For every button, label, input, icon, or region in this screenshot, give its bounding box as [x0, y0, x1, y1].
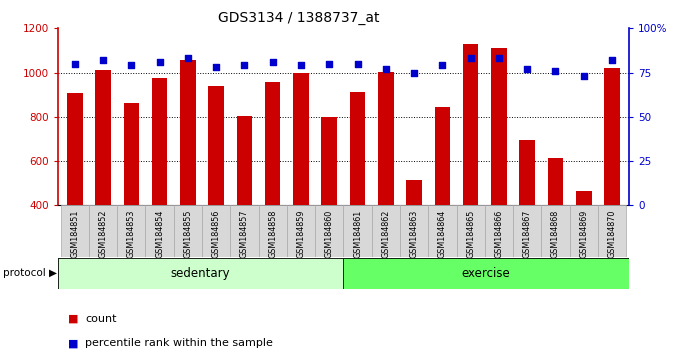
Bar — [146, 205, 173, 257]
Text: ■: ■ — [68, 338, 78, 348]
Text: GSM184851: GSM184851 — [70, 210, 80, 258]
Bar — [456, 205, 485, 257]
Text: GSM184861: GSM184861 — [353, 210, 362, 258]
Bar — [520, 140, 535, 205]
Text: GSM184864: GSM184864 — [438, 210, 447, 258]
Point — [465, 56, 476, 61]
Bar — [322, 117, 337, 205]
Text: protocol ▶: protocol ▶ — [3, 268, 57, 278]
Bar — [173, 205, 202, 257]
Bar — [428, 205, 456, 257]
Text: sedentary: sedentary — [171, 267, 231, 280]
Text: GSM184870: GSM184870 — [607, 210, 617, 258]
Bar — [407, 180, 422, 205]
Text: GSM184862: GSM184862 — [381, 210, 390, 258]
Bar — [485, 205, 513, 257]
Point — [437, 63, 448, 68]
Bar — [287, 205, 315, 257]
Text: GSM184865: GSM184865 — [466, 210, 475, 258]
Bar — [58, 258, 343, 289]
Text: GDS3134 / 1388737_at: GDS3134 / 1388737_at — [218, 11, 380, 25]
Bar — [95, 70, 111, 205]
Bar — [605, 68, 619, 205]
Bar — [570, 205, 598, 257]
Point — [578, 73, 589, 79]
Text: GSM184854: GSM184854 — [155, 210, 164, 258]
Text: ■: ■ — [68, 314, 78, 324]
Bar — [89, 205, 117, 257]
Point — [154, 59, 165, 65]
Bar — [265, 82, 280, 205]
Point — [69, 61, 80, 67]
Point — [211, 64, 222, 70]
Text: percentile rank within the sample: percentile rank within the sample — [85, 338, 273, 348]
Point — [98, 57, 109, 63]
Bar — [180, 61, 196, 205]
Point — [494, 56, 505, 61]
Point — [522, 66, 532, 72]
Text: GSM184857: GSM184857 — [240, 210, 249, 258]
Text: count: count — [85, 314, 116, 324]
Point — [607, 57, 617, 63]
Bar — [124, 103, 139, 205]
Text: GSM184866: GSM184866 — [494, 210, 503, 258]
Point — [267, 59, 278, 65]
Bar — [513, 205, 541, 257]
Bar — [152, 78, 167, 205]
Text: GSM184855: GSM184855 — [184, 210, 192, 258]
Bar — [343, 258, 629, 289]
Point — [296, 63, 307, 68]
Text: GSM184853: GSM184853 — [127, 210, 136, 258]
Point — [352, 61, 363, 67]
Bar — [435, 107, 450, 205]
Bar — [315, 205, 343, 257]
Point — [182, 56, 193, 61]
Bar — [598, 205, 626, 257]
Bar — [491, 48, 507, 205]
Point — [239, 63, 250, 68]
Bar — [400, 205, 428, 257]
Text: GSM184860: GSM184860 — [325, 210, 334, 258]
Bar — [576, 191, 592, 205]
Bar — [237, 116, 252, 205]
Bar — [258, 205, 287, 257]
Text: GSM184858: GSM184858 — [268, 210, 277, 258]
Point — [380, 66, 391, 72]
Text: GSM184852: GSM184852 — [99, 210, 107, 258]
Text: exercise: exercise — [462, 267, 511, 280]
Text: GSM184863: GSM184863 — [409, 210, 419, 258]
Text: GSM184868: GSM184868 — [551, 210, 560, 258]
Bar — [372, 205, 400, 257]
Text: GSM184867: GSM184867 — [523, 210, 532, 258]
Bar — [378, 72, 394, 205]
Bar — [547, 158, 563, 205]
Bar — [293, 73, 309, 205]
Point — [550, 68, 561, 74]
Bar — [541, 205, 570, 257]
Point — [324, 61, 335, 67]
Bar — [67, 93, 82, 205]
Text: GSM184856: GSM184856 — [211, 210, 220, 258]
Bar — [117, 205, 146, 257]
Bar — [350, 92, 365, 205]
Bar — [208, 86, 224, 205]
Bar — [463, 44, 479, 205]
Point — [126, 63, 137, 68]
Bar — [61, 205, 89, 257]
Bar — [202, 205, 231, 257]
Point — [409, 70, 420, 75]
Bar — [231, 205, 258, 257]
Bar — [343, 205, 372, 257]
Text: GSM184859: GSM184859 — [296, 210, 305, 258]
Text: GSM184869: GSM184869 — [579, 210, 588, 258]
